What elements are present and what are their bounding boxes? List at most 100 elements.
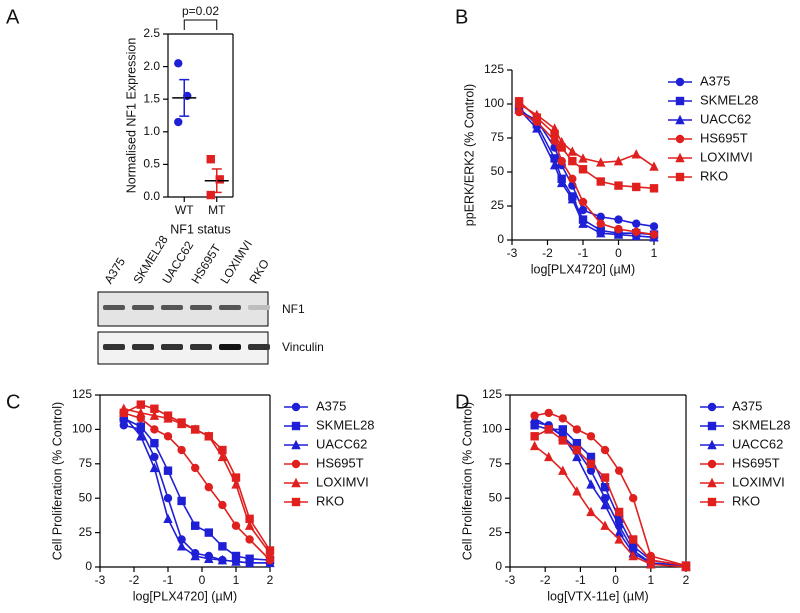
legend-marker [291,439,301,450]
data-point [206,190,215,200]
data-point [244,557,255,568]
x-tick-label: 0 [612,573,619,587]
y-tick-label: 1.0 [143,124,160,138]
data-point [600,482,610,492]
legend-label: UACC62 [732,436,783,451]
data-point [150,404,159,413]
x-tick-label: -1 [578,246,589,260]
data-point [544,451,554,462]
data-point [596,219,605,228]
legend-label: A375 [732,398,762,413]
data-point [177,418,186,427]
data-point [586,459,596,468]
data-point [174,117,183,127]
data-point [150,452,159,462]
data-point [163,432,173,441]
data-point [586,432,596,441]
data-point [596,157,606,167]
data-point [136,422,145,431]
legend-marker [707,421,717,431]
data-point [119,408,128,418]
series-line [518,107,655,236]
y-axis-label: Normalised NF1 Expression [124,38,138,194]
y-tick-label: 75 [489,456,503,470]
data-point [632,227,641,237]
x-axis-label: NF1 status [170,222,230,236]
series-line [534,424,687,567]
y-tick-label: 125 [482,387,502,401]
legend-label: RKO [732,493,760,508]
data-point [646,555,655,565]
data-point [596,177,605,186]
data-point [549,160,560,170]
panel-label: C [6,391,20,413]
x-axis-label: log[VTX-11e] (µM) [547,589,648,603]
data-point [163,494,173,503]
x-tick-label: -3 [505,573,516,587]
data-point [191,425,200,434]
data-point [572,451,582,462]
series-line [534,445,687,568]
legend-marker [707,477,717,488]
x-axis-label: log[PLX4720] (µM) [531,262,635,276]
y-tick-label: 25 [79,525,93,539]
data-point [567,146,578,156]
data-point [628,550,638,561]
data-point [600,473,610,482]
data-point [614,215,623,224]
data-point [614,507,624,517]
data-point [596,212,605,222]
x-tick-label: -1 [575,573,586,587]
data-point [150,438,159,448]
y-tick-label: 0.0 [143,189,160,203]
data-point [586,466,596,475]
data-point [514,97,524,106]
y-tick-label: 0 [85,559,92,573]
data-point [218,542,227,551]
data-point [231,473,241,482]
data-point [204,432,213,441]
data-point [578,205,588,215]
data-point [586,506,596,517]
data-point [136,400,145,409]
x-tick-label: 0 [615,246,622,260]
data-point [191,463,200,473]
series-line [518,108,655,239]
legend-marker [707,402,717,412]
band [248,305,270,310]
data-point [596,228,606,238]
data-point [578,218,588,228]
data-point [191,521,200,530]
band [132,344,154,350]
x-axis-label: log[PLX4720] (µM) [133,589,237,603]
y-tick-label: 125 [484,62,504,76]
data-point [614,514,624,524]
data-point [572,486,582,496]
x-tick-label: -3 [95,573,106,587]
legend-label: A375 [700,73,730,88]
data-point [558,436,567,445]
data-point [567,194,578,204]
data-point [550,154,559,163]
y-tick-label: 2.0 [143,59,160,73]
x-tick-label: MT [208,203,226,217]
y-tick-label: 100 [484,96,504,110]
data-point [557,156,566,166]
legend-label: HS695T [732,455,780,470]
data-point [265,546,275,555]
data-point [530,411,539,420]
data-point [614,466,624,475]
legend-marker [707,497,717,507]
data-point [586,452,596,462]
data-point [174,59,183,68]
data-point [572,438,582,448]
x-tick-label: 1 [647,573,654,587]
data-point [136,431,146,441]
lane-label: RKO [246,257,272,286]
data-point [119,421,128,430]
legend-label: LOXIMVI [316,474,369,489]
x-tick-label: 0 [199,573,206,587]
data-point [613,155,624,166]
data-point [514,107,524,117]
data-point [206,154,215,164]
